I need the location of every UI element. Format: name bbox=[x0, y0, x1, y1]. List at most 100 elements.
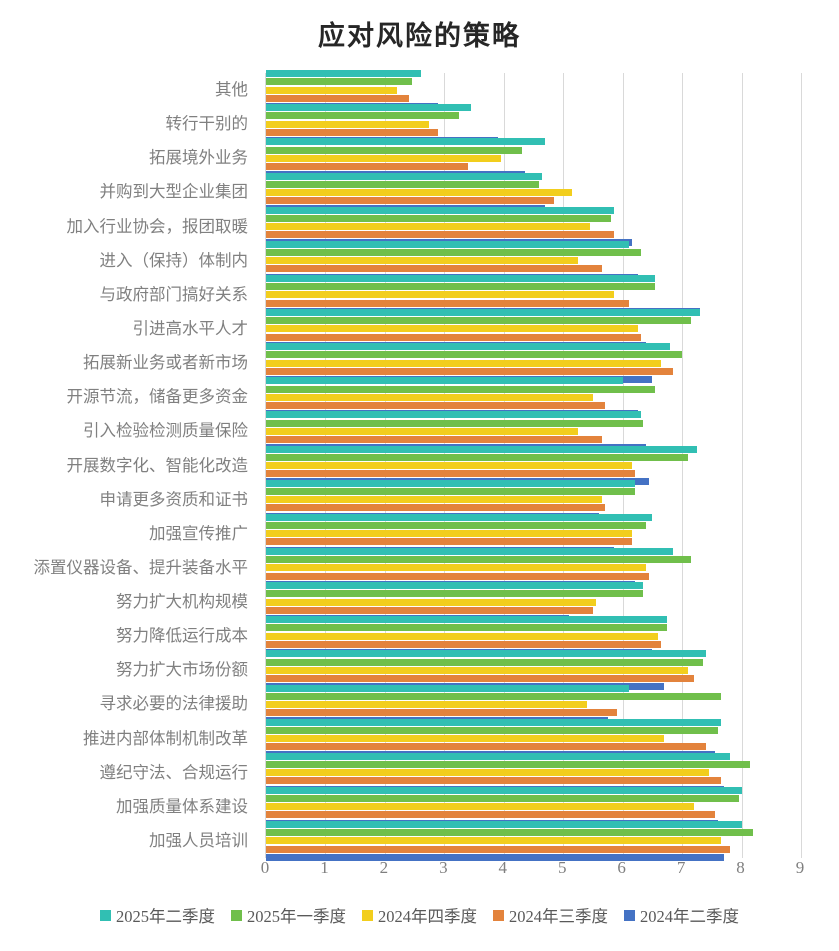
bar[interactable] bbox=[266, 385, 656, 393]
bar[interactable] bbox=[266, 530, 632, 538]
bar[interactable] bbox=[266, 479, 635, 487]
bar[interactable] bbox=[266, 616, 668, 624]
bar[interactable] bbox=[266, 291, 614, 299]
bar[interactable] bbox=[266, 658, 703, 666]
bar[interactable] bbox=[266, 104, 472, 112]
legend-item[interactable]: 2024年二季度 bbox=[624, 903, 739, 927]
bar[interactable] bbox=[266, 632, 659, 640]
bar[interactable] bbox=[266, 445, 697, 453]
bar[interactable] bbox=[266, 94, 409, 102]
bar[interactable] bbox=[266, 795, 739, 803]
legend-label: 2024年四季度 bbox=[378, 907, 477, 926]
bar[interactable] bbox=[266, 180, 540, 188]
bar[interactable] bbox=[266, 811, 715, 819]
bar[interactable] bbox=[266, 453, 689, 461]
bar[interactable] bbox=[266, 249, 641, 256]
bar[interactable] bbox=[266, 786, 742, 794]
bar[interactable] bbox=[266, 333, 641, 341]
bar[interactable] bbox=[266, 419, 644, 427]
bar[interactable] bbox=[266, 309, 700, 317]
bar[interactable] bbox=[266, 692, 721, 700]
bar[interactable] bbox=[266, 299, 629, 307]
bar[interactable] bbox=[266, 803, 694, 811]
bar[interactable] bbox=[266, 487, 635, 495]
bar[interactable] bbox=[266, 78, 412, 86]
bar[interactable] bbox=[266, 556, 692, 564]
bar[interactable] bbox=[266, 760, 751, 768]
bar[interactable] bbox=[266, 214, 611, 222]
legend-item[interactable]: 2025年一季度 bbox=[231, 903, 346, 927]
bar[interactable] bbox=[266, 821, 742, 829]
bar[interactable] bbox=[266, 317, 692, 325]
bar[interactable] bbox=[266, 674, 694, 682]
bar[interactable] bbox=[266, 367, 674, 375]
bar[interactable] bbox=[266, 138, 546, 146]
bar[interactable] bbox=[266, 735, 665, 743]
bar[interactable] bbox=[266, 393, 593, 401]
bar[interactable] bbox=[266, 624, 668, 632]
bar[interactable] bbox=[266, 718, 721, 726]
bar[interactable] bbox=[266, 231, 614, 239]
bar[interactable] bbox=[266, 582, 644, 590]
bar[interactable] bbox=[266, 598, 596, 606]
bar[interactable] bbox=[266, 154, 501, 162]
bar[interactable] bbox=[266, 351, 683, 359]
legend-swatch-icon bbox=[362, 909, 373, 921]
bar[interactable] bbox=[266, 777, 721, 785]
bar[interactable] bbox=[266, 547, 674, 555]
bar[interactable] bbox=[266, 128, 439, 136]
bar[interactable] bbox=[266, 752, 730, 760]
bar[interactable] bbox=[266, 829, 754, 837]
bar[interactable] bbox=[266, 650, 706, 658]
bar[interactable] bbox=[266, 522, 647, 530]
bar[interactable] bbox=[266, 513, 653, 521]
bar[interactable] bbox=[266, 120, 430, 128]
bar[interactable] bbox=[266, 743, 706, 751]
bar[interactable] bbox=[266, 163, 469, 170]
bar[interactable] bbox=[266, 590, 644, 598]
bar[interactable] bbox=[266, 112, 460, 120]
legend-item[interactable]: 2025年二季度 bbox=[100, 903, 215, 927]
bar[interactable] bbox=[266, 684, 629, 692]
bar[interactable] bbox=[266, 188, 573, 196]
bar[interactable] bbox=[266, 572, 650, 580]
bar[interactable] bbox=[266, 496, 602, 504]
bar[interactable] bbox=[266, 709, 617, 717]
bar[interactable] bbox=[266, 726, 718, 734]
bar[interactable] bbox=[266, 377, 623, 385]
bar[interactable] bbox=[266, 240, 629, 248]
bar[interactable] bbox=[266, 274, 656, 282]
bar[interactable] bbox=[266, 265, 602, 273]
bar[interactable] bbox=[266, 606, 593, 614]
bar[interactable] bbox=[266, 197, 555, 205]
bar[interactable] bbox=[266, 343, 671, 351]
bar[interactable] bbox=[266, 837, 721, 845]
bar[interactable] bbox=[266, 401, 605, 409]
bar[interactable] bbox=[266, 853, 724, 861]
bar[interactable] bbox=[266, 206, 614, 214]
bar[interactable] bbox=[266, 564, 647, 572]
bar[interactable] bbox=[266, 223, 590, 231]
bar[interactable] bbox=[266, 504, 605, 512]
bar[interactable] bbox=[266, 359, 662, 367]
legend-item[interactable]: 2024年四季度 bbox=[362, 903, 477, 927]
bar[interactable] bbox=[266, 769, 709, 777]
bar[interactable] bbox=[266, 146, 522, 154]
bar[interactable] bbox=[266, 411, 641, 419]
bar[interactable] bbox=[266, 283, 656, 291]
bar[interactable] bbox=[266, 461, 632, 469]
bar[interactable] bbox=[266, 666, 689, 674]
bar[interactable] bbox=[266, 436, 602, 444]
bar[interactable] bbox=[266, 700, 587, 708]
bar[interactable] bbox=[266, 845, 730, 853]
bar[interactable] bbox=[266, 70, 421, 78]
bar[interactable] bbox=[266, 86, 397, 94]
bar[interactable] bbox=[266, 257, 579, 265]
bar[interactable] bbox=[266, 470, 635, 478]
bar[interactable] bbox=[266, 427, 579, 435]
bar[interactable] bbox=[266, 640, 662, 648]
bar[interactable] bbox=[266, 172, 543, 180]
bar[interactable] bbox=[266, 325, 638, 333]
bar[interactable] bbox=[266, 538, 632, 546]
legend-item[interactable]: 2024年三季度 bbox=[493, 903, 608, 927]
